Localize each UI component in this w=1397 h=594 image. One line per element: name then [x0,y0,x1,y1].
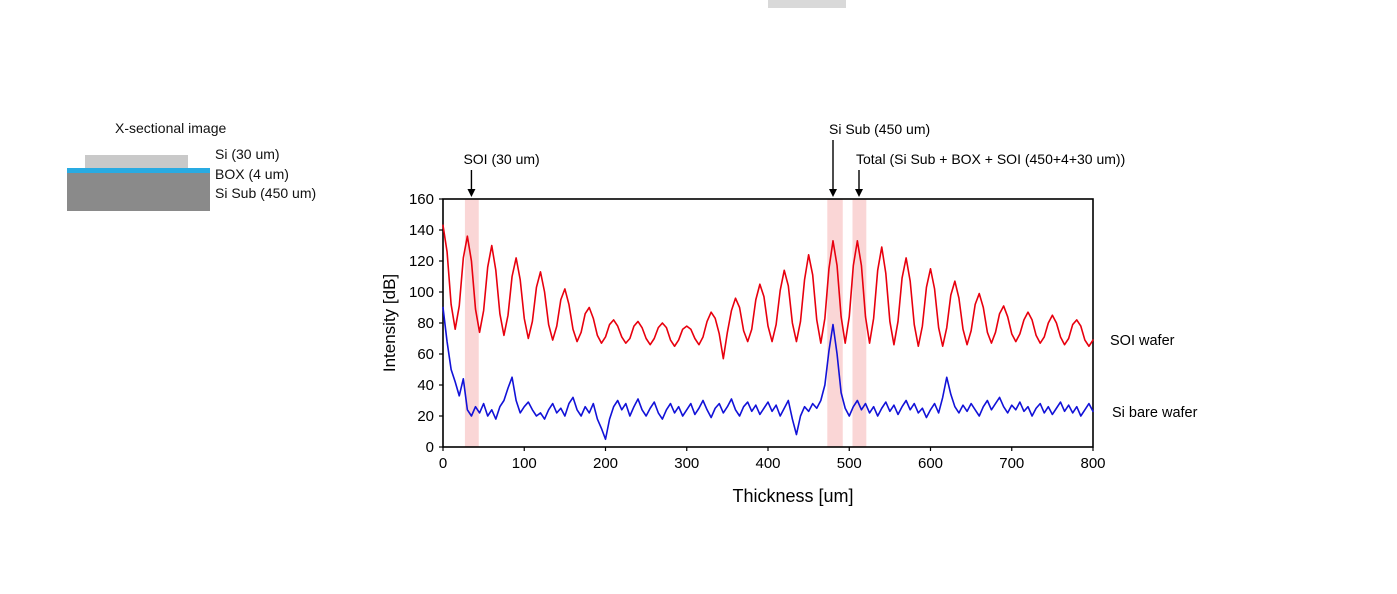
x-tick-label: 700 [999,455,1024,472]
y-tick-label: 120 [409,253,434,270]
xsection-layer-sisub [67,173,210,211]
xsection-title: X-sectional image [115,120,227,136]
xsection-diagram: X-sectional image Si (30 um) BOX (4 um) … [65,118,395,228]
y-tick-label: 60 [417,346,434,363]
annotation-label-0: SOI (30 um) [463,151,539,167]
x-tick-label: 600 [918,455,943,472]
y-tick-label: 140 [409,222,434,239]
x-tick-label: 800 [1080,455,1105,472]
annotation-label-2: Total (Si Sub + BOX + SOI (450+4+30 um)) [856,151,1125,167]
top-edge-artifact [768,0,846,8]
y-tick-label: 160 [409,191,434,208]
xsection-layer-si [85,155,188,168]
x-tick-label: 200 [593,455,618,472]
series-line-1 [442,306,1094,441]
y-axis-label: Intensity [dB] [380,274,399,372]
x-tick-label: 400 [755,455,780,472]
annotation-arrow-head-2 [855,189,863,197]
annotation-label-1: Si Sub (450 um) [829,121,930,137]
y-tick-label: 80 [417,315,434,332]
xsection-label-si: Si (30 um) [215,146,280,162]
series-label-0: SOI wafer [1110,333,1175,349]
x-tick-label: 500 [837,455,862,472]
highlight-band-2 [852,199,867,447]
x-axis-label: Thickness [um] [732,486,853,506]
xsection-layer-labels: Si (30 um) BOX (4 um) Si Sub (450 um) [215,145,316,204]
y-tick-label: 100 [409,284,434,301]
xsection-label-box: BOX (4 um) [215,165,289,182]
y-tick-label: 0 [426,439,434,456]
xsection-layer-box [67,168,210,173]
highlight-band-1 [827,199,843,447]
highlight-band-0 [464,199,479,447]
annotation-arrow-head-0 [467,189,476,197]
series-label-1: Si bare wafer [1112,405,1198,421]
annotation-arrow-head-1 [829,189,837,197]
x-tick-label: 100 [512,455,537,472]
xsection-label-sisub: Si Sub (450 um) [215,185,317,201]
y-tick-label: 20 [417,408,434,425]
x-tick-label: 0 [439,455,447,472]
y-tick-label: 40 [417,377,434,394]
series-line-0 [442,224,1094,360]
x-tick-label: 300 [674,455,699,472]
